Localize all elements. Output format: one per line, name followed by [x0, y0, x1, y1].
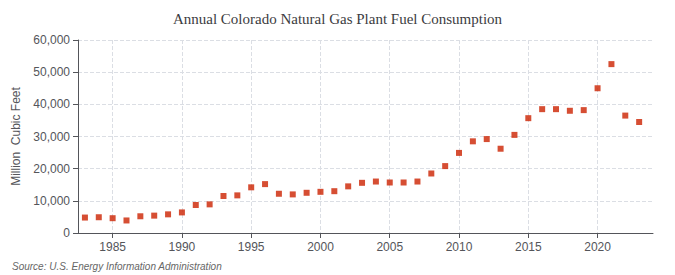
- svg-text:40,000: 40,000: [33, 97, 70, 111]
- svg-text:1990: 1990: [169, 240, 196, 254]
- svg-text:30,000: 30,000: [33, 130, 70, 144]
- svg-text:Million Cubic Feet: Million Cubic Feet: [9, 86, 23, 185]
- svg-text:60,000: 60,000: [33, 33, 70, 47]
- svg-text:2010: 2010: [446, 240, 473, 254]
- svg-text:0: 0: [63, 226, 70, 240]
- svg-text:2020: 2020: [584, 240, 611, 254]
- svg-text:2015: 2015: [515, 240, 542, 254]
- svg-text:1995: 1995: [238, 240, 265, 254]
- svg-text:1985: 1985: [99, 240, 126, 254]
- svg-text:50,000: 50,000: [33, 65, 70, 79]
- svg-text:2000: 2000: [307, 240, 334, 254]
- svg-text:10,000: 10,000: [33, 194, 70, 208]
- svg-text:Source: U.S. Energy Informatio: Source: U.S. Energy Information Administ…: [12, 261, 222, 272]
- svg-text:20,000: 20,000: [33, 162, 70, 176]
- svg-text:2005: 2005: [376, 240, 403, 254]
- svg-text:Annual Colorado Natural Gas Pl: Annual Colorado Natural Gas Plant Fuel C…: [173, 11, 503, 27]
